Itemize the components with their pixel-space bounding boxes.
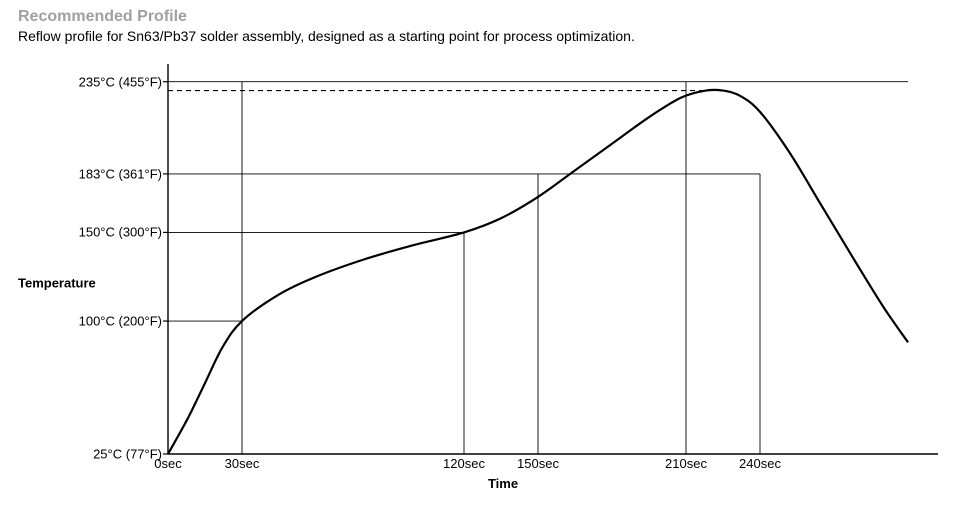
x-tick-label: 0sec (154, 456, 181, 471)
x-tick-label: 210sec (665, 456, 707, 471)
y-tick-labels: 235°C (455°F) 183°C (361°F) 150°C (300°F) 1… (58, 62, 162, 456)
y-tick-label: 150°C (300°F) (79, 225, 162, 240)
page-subtitle: Reflow profile for Sn63/Pb37 solder asse… (18, 28, 935, 44)
page-title: Recommended Profile (18, 8, 935, 26)
x-tick-label: 240sec (739, 456, 781, 471)
x-axis-label: Time (58, 476, 948, 491)
x-tick-label: 150sec (517, 456, 559, 471)
y-axis-label: Temperature (18, 275, 96, 290)
x-tick-label: 120sec (443, 456, 485, 471)
y-tick-label: 235°C (455°F) (79, 74, 162, 89)
chart-plot-area (58, 62, 948, 456)
x-tick-label: 30sec (225, 456, 260, 471)
y-tick-label: 183°C (361°F) (79, 166, 162, 181)
reflow-chart: 235°C (455°F) 183°C (361°F) 150°C (300°F) 1… (58, 62, 935, 491)
y-tick-label: 100°C (200°F) (79, 314, 162, 329)
x-tick-labels: 0sec 30sec 120sec 150sec 210sec 240sec (58, 456, 948, 474)
